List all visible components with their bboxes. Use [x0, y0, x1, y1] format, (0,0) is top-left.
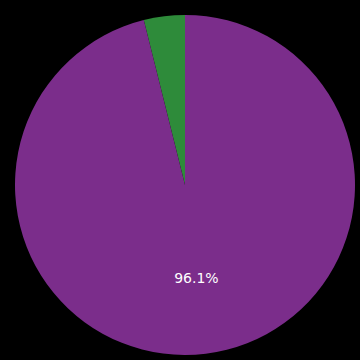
svg-text:96.1%: 96.1% — [174, 270, 218, 286]
